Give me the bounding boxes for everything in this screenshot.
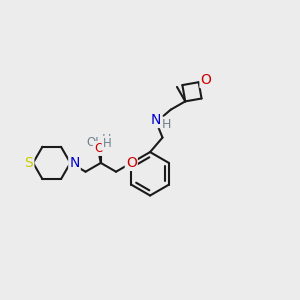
Text: H: H: [103, 137, 111, 150]
Text: N: N: [69, 156, 80, 170]
Text: S: S: [25, 156, 33, 170]
Text: O: O: [126, 156, 137, 170]
Text: O: O: [94, 142, 104, 155]
Text: O: O: [200, 73, 211, 87]
Text: N: N: [151, 113, 161, 127]
Text: H: H: [162, 118, 171, 130]
Text: H: H: [101, 133, 111, 146]
Text: OH: OH: [87, 136, 105, 149]
